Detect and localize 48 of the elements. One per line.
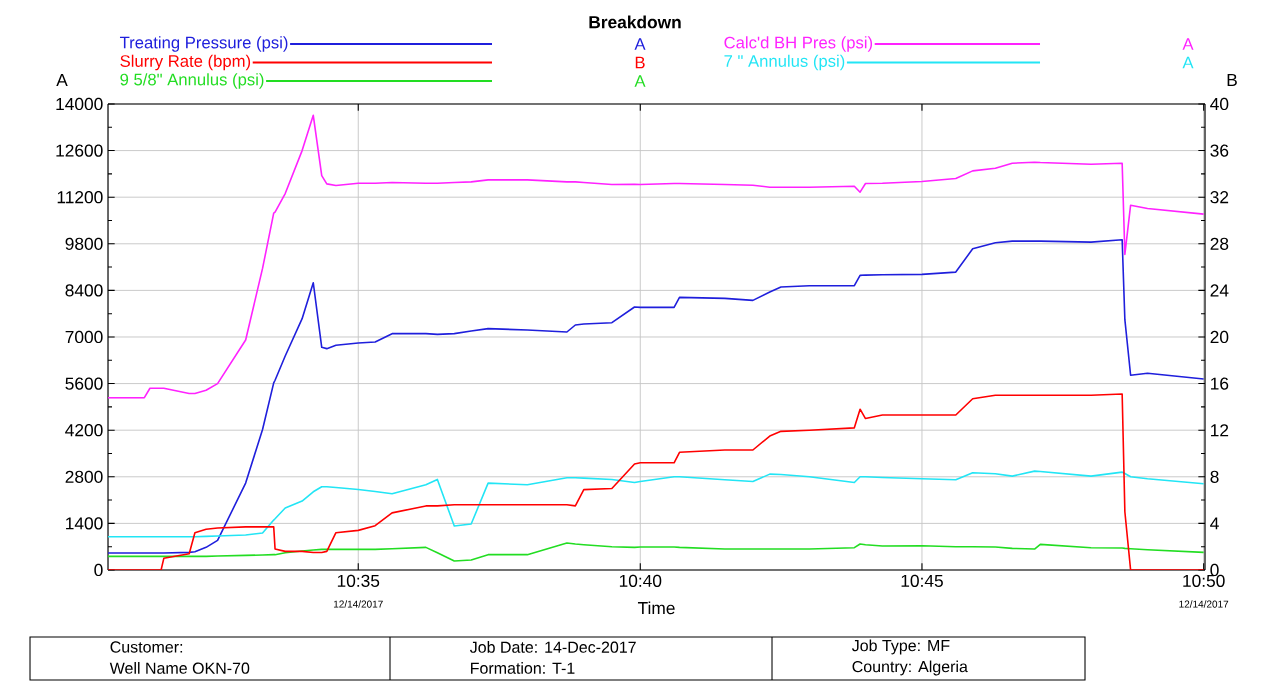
x-tick-label: 10:50: [1183, 574, 1225, 587]
y-tick-label: 11200: [57, 191, 103, 204]
y2-axis-title: B: [1227, 74, 1237, 86]
text: Job Date: 14-Dec-2017: [469, 641, 636, 653]
text: B: [635, 56, 645, 69]
x-tick-label: 10:45: [901, 574, 943, 587]
y2-tick-label: 40: [1210, 97, 1229, 111]
y-tick-label: 4200: [65, 424, 103, 437]
y2-tick-label: 20: [1210, 330, 1229, 344]
y-tick-label: 2800: [65, 470, 103, 483]
y2-tick-label: 36: [1210, 144, 1229, 157]
y-tick-label: 0: [94, 563, 103, 577]
text: Well Name OKN-70: [109, 662, 250, 674]
text: Treating Pressure (psi): [119, 36, 288, 52]
y-tick-label: 1400: [66, 517, 103, 530]
x-tick-label: 10:40: [619, 574, 662, 587]
text: Formation: T-1: [471, 662, 575, 674]
text: 9 5/8" Annulus (psi): [120, 73, 264, 89]
text: Country: Algeria: [852, 660, 968, 676]
text: A: [1182, 38, 1194, 50]
y-tick-label: 14000: [56, 97, 103, 111]
y2-tick-label: 28: [1210, 237, 1229, 250]
y2-tick-label: 4: [1210, 517, 1219, 530]
y-axis-title: A: [634, 75, 646, 87]
chart-title: Breakdown: [589, 15, 681, 29]
text: Job Type: MF: [851, 639, 950, 655]
y-tick-label: 12600: [56, 144, 103, 157]
text: 12/14/2017: [1179, 600, 1229, 608]
y2-tick-label: 24: [1210, 284, 1229, 297]
text: Customer:: [110, 641, 183, 653]
y-tick-label: 5600: [65, 377, 103, 390]
text: Slurry Rate (bpm): [120, 54, 251, 71]
text: 12/14/2017: [333, 600, 383, 608]
y-tick-label: 9800: [65, 237, 103, 250]
y2-tick-label: 0: [1210, 563, 1219, 577]
text: A: [1182, 56, 1194, 69]
text: A: [56, 74, 68, 86]
text: A: [634, 38, 646, 50]
text: Calc'd BH Pres (psi): [724, 36, 873, 52]
text: 7 " Annulus (psi): [724, 54, 845, 71]
y-tick-label: 8400: [65, 284, 103, 297]
y-tick-label: 7000: [65, 330, 103, 344]
x-axis-title: Time: [637, 601, 675, 615]
x-tick-label: 10:35: [337, 574, 380, 587]
y2-tick-label: 12: [1211, 424, 1229, 437]
y2-tick-label: 8: [1210, 470, 1219, 483]
y2-tick-label: 16: [1211, 377, 1229, 390]
y2-tick-label: 32: [1210, 191, 1229, 204]
